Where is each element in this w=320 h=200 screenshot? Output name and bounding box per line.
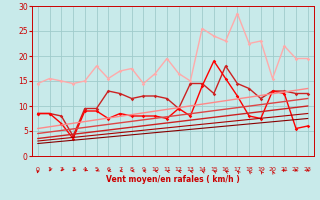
X-axis label: Vent moyen/en rafales ( km/h ): Vent moyen/en rafales ( km/h ) [106,175,240,184]
